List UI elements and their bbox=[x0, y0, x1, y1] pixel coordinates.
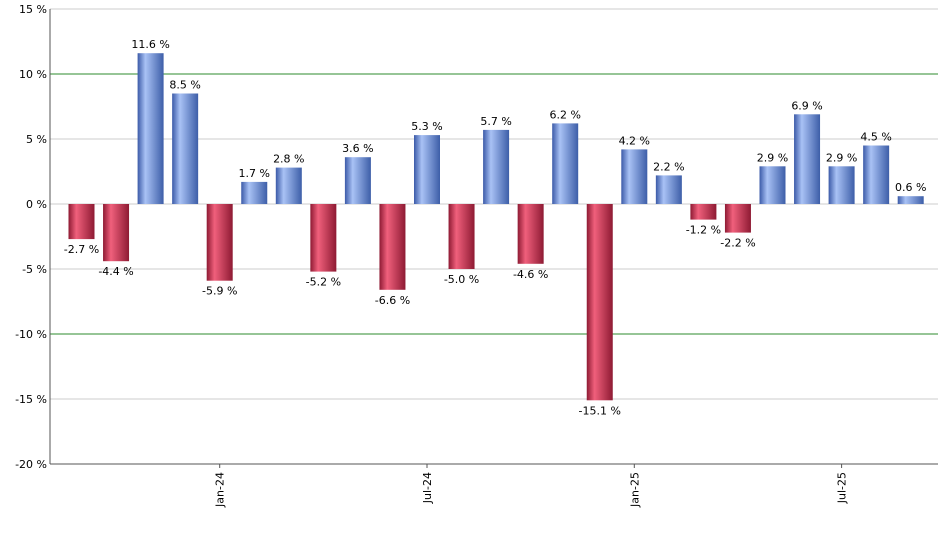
bar-positive bbox=[897, 196, 924, 204]
bar-positive bbox=[275, 167, 302, 204]
bar-value-label: -4.4 % bbox=[98, 265, 133, 278]
bar-value-label: 0.6 % bbox=[895, 181, 926, 194]
y-tick-label: -5 % bbox=[22, 263, 47, 276]
bar-value-label: 5.3 % bbox=[411, 120, 442, 133]
x-tick-label: Jul-25 bbox=[836, 472, 849, 504]
bar-value-label: 6.9 % bbox=[791, 99, 822, 112]
bar-negative bbox=[724, 204, 751, 233]
y-tick-label: 10 % bbox=[19, 68, 47, 81]
y-tick-label: -10 % bbox=[15, 328, 47, 341]
bar-negative bbox=[448, 204, 475, 269]
labels-layer: -2.7 % -4.4 % 11.6 % 8.5 % -5.9 % 1.7 %2.8 % -… bbox=[64, 38, 927, 417]
bar-value-label: -2.2 % bbox=[720, 237, 755, 250]
bar-positive bbox=[483, 129, 510, 204]
bar-value-label: 6.2 % bbox=[549, 108, 580, 121]
bar-positive bbox=[759, 166, 786, 204]
bar-value-label: 4.2 % bbox=[619, 134, 650, 147]
bar-value-label: -5.2 % bbox=[306, 276, 341, 289]
bar-positive bbox=[552, 123, 579, 204]
bar-negative bbox=[379, 204, 406, 290]
bar-negative bbox=[517, 204, 544, 264]
y-tick-label: -15 % bbox=[15, 393, 47, 406]
bar-value-label: 5.7 % bbox=[480, 115, 511, 128]
bar-value-label: -2.7 % bbox=[64, 243, 99, 256]
bar-value-label: 11.6 % bbox=[131, 38, 169, 51]
y-tick-label: 0 % bbox=[26, 198, 47, 211]
bar-value-label: 2.9 % bbox=[826, 151, 857, 164]
bar-negative bbox=[586, 204, 613, 401]
bar-value-label: -6.6 % bbox=[375, 294, 410, 307]
bar-negative bbox=[68, 204, 95, 240]
bar-value-label: -5.0 % bbox=[444, 273, 479, 286]
bar-positive bbox=[863, 145, 890, 204]
y-tick-label: -20 % bbox=[15, 458, 47, 471]
bar-positive bbox=[621, 149, 648, 204]
bar-positive bbox=[828, 166, 855, 204]
bars-layer bbox=[68, 53, 924, 401]
y-tick-label: 15 % bbox=[19, 3, 47, 16]
bar-value-label: 2.2 % bbox=[653, 160, 684, 173]
bar-positive bbox=[137, 53, 164, 205]
x-tick-label: Jan-25 bbox=[628, 472, 641, 508]
bar-positive bbox=[414, 135, 440, 204]
bar-negative bbox=[690, 204, 717, 220]
bar-negative bbox=[206, 204, 233, 281]
bar-value-label: 4.5 % bbox=[860, 131, 891, 144]
bar-value-label: 8.5 % bbox=[169, 79, 200, 92]
bar-value-label: 2.8 % bbox=[273, 153, 304, 166]
bar-value-label: 1.7 % bbox=[239, 167, 270, 180]
y-tick-label: 5 % bbox=[26, 133, 47, 146]
bar-negative bbox=[310, 204, 337, 272]
bar-value-label: -15.1 % bbox=[579, 404, 621, 417]
grid-layer bbox=[50, 8, 938, 465]
bar-positive bbox=[172, 93, 199, 204]
bar-value-label: -1.2 % bbox=[686, 224, 721, 237]
bar-value-label: 3.6 % bbox=[342, 142, 373, 155]
bar-positive bbox=[344, 157, 371, 204]
x-tick-label: Jul-24 bbox=[421, 472, 434, 504]
bar-value-label: -5.9 % bbox=[202, 285, 237, 298]
axis-layer: 15 % 10 % 5 % 0 % -5 % -10 % -15 % -20 % Jan-24 J… bbox=[15, 3, 938, 508]
bar-positive bbox=[655, 175, 682, 204]
x-tick-label: Jan-24 bbox=[214, 472, 227, 508]
bar-positive bbox=[794, 114, 821, 204]
bar-value-label: 2.9 % bbox=[757, 151, 788, 164]
bar-value-label: -4.6 % bbox=[513, 268, 548, 281]
bar-positive bbox=[241, 181, 268, 204]
bar-negative bbox=[103, 204, 130, 262]
